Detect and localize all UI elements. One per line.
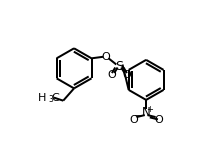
Text: +: +	[147, 105, 154, 114]
Text: 3: 3	[48, 95, 53, 104]
Text: O: O	[154, 115, 163, 125]
Text: O: O	[107, 70, 116, 80]
Text: H: H	[38, 93, 46, 103]
Text: O: O	[101, 52, 110, 62]
Text: N: N	[142, 106, 151, 119]
Text: S: S	[115, 60, 123, 73]
Text: O: O	[123, 70, 131, 80]
Text: O: O	[129, 115, 138, 125]
Text: C: C	[52, 93, 59, 103]
Text: −: −	[134, 111, 142, 121]
